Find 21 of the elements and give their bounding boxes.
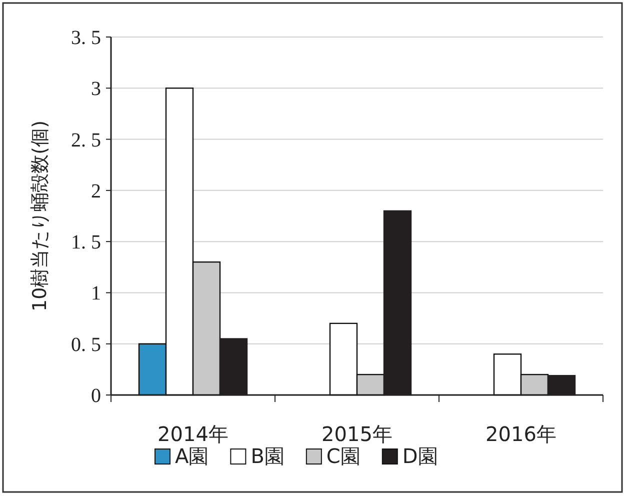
legend-label: D園 (402, 444, 438, 468)
legend-label: A園 (175, 444, 209, 468)
bar (165, 88, 194, 396)
y-axis-title: 10樹当たり蛹殻数(個) (29, 120, 51, 312)
bar (520, 374, 549, 396)
y-tick-label: 0 (91, 385, 101, 407)
x-tick-label: 2016年 (486, 422, 556, 446)
y-tick-label: 2 (91, 180, 101, 202)
x-tick-label: 2015年 (322, 422, 392, 446)
y-tick-label: 2. 5 (71, 129, 101, 152)
bar (493, 353, 522, 396)
y-tick-label: 3. 5 (71, 27, 101, 49)
y-tick-label: 3 (91, 78, 101, 100)
y-tick-label: 0. 5 (71, 334, 101, 356)
legend-label: C園 (326, 444, 360, 468)
y-tick-label: 1 (91, 282, 101, 305)
x-tick-label: 2014年 (158, 422, 228, 446)
bar (329, 322, 358, 396)
bar (356, 374, 385, 396)
y-tick-label: 1. 5 (71, 232, 101, 254)
legend-label: B園 (250, 444, 284, 468)
